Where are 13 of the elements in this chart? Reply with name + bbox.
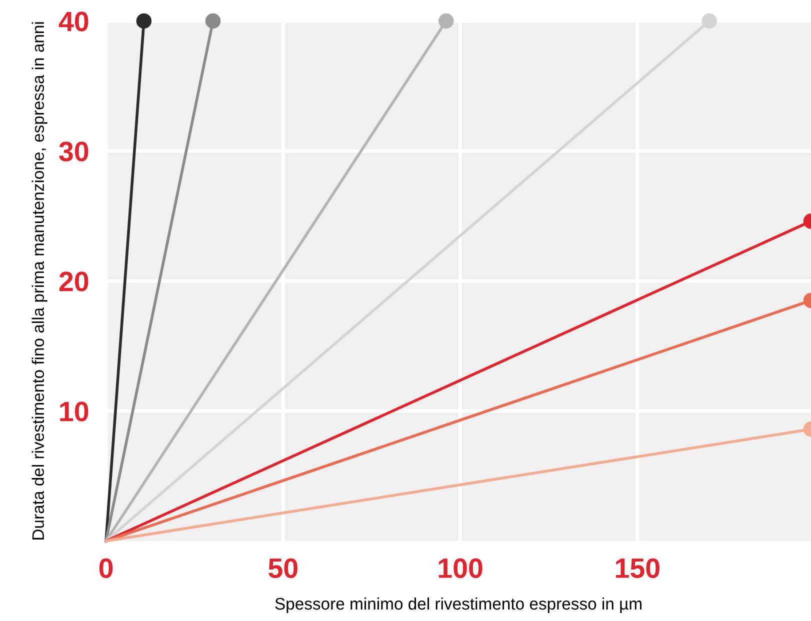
point: [205, 13, 221, 29]
x-tick-label: 100: [438, 558, 482, 578]
x-axis-title: Spessore minimo del rivestimento espresso in µm: [275, 597, 642, 613]
point: [438, 13, 454, 29]
x-tick-label: 50: [268, 558, 298, 578]
x-tick-label: 150: [616, 558, 660, 578]
y-axis-title: Durata del rivestimento fino alla prima manutenzione, espressa in anni: [32, 22, 48, 540]
x-tick-label: 0: [99, 558, 113, 578]
y-tick-label: 30: [59, 142, 88, 162]
point: [136, 13, 152, 29]
y-tick-label: 10: [60, 402, 88, 422]
y-tick-label: 20: [59, 272, 88, 292]
y-tick-label: 40: [58, 12, 88, 32]
